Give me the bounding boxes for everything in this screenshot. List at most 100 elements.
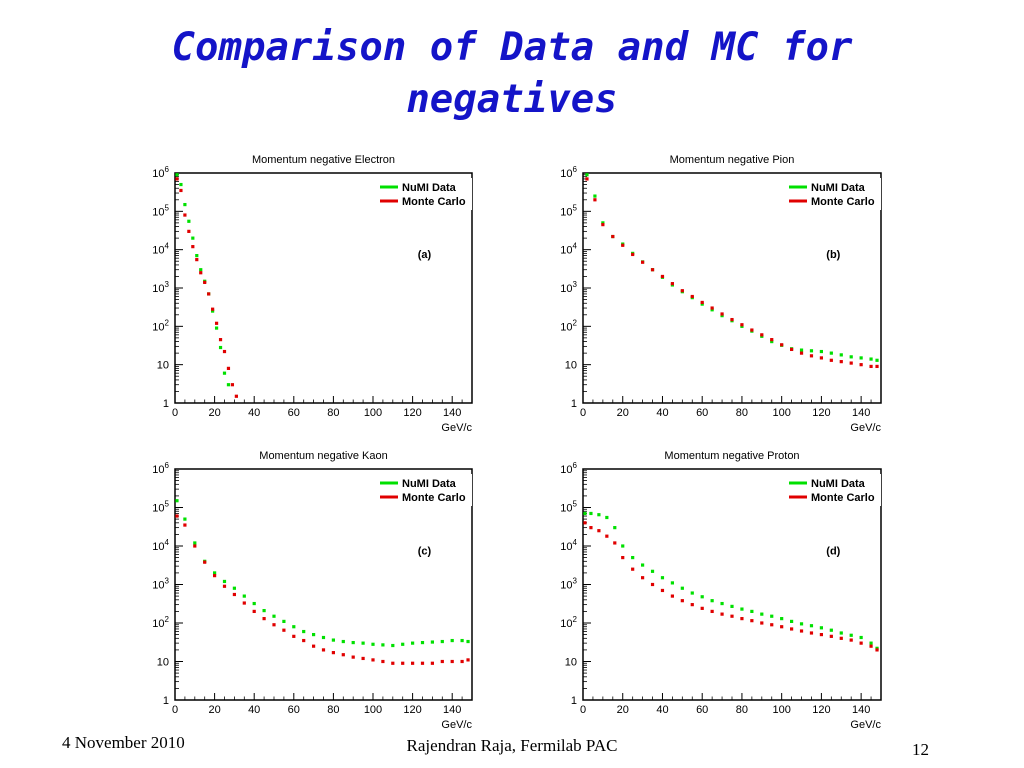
x-tick-label: 0 xyxy=(172,704,178,716)
data-point-mc xyxy=(466,658,470,662)
data-point-numi xyxy=(770,339,774,344)
data-point-mc xyxy=(809,354,814,358)
x-tick-label: 80 xyxy=(736,704,748,716)
x-tick-label: 100 xyxy=(772,407,790,419)
data-point-mc xyxy=(660,274,665,279)
data-point-mc xyxy=(760,333,764,337)
data-point-mc xyxy=(411,661,415,665)
data-point-numi xyxy=(292,625,296,629)
data-point-mc xyxy=(381,659,385,664)
data-point-mc xyxy=(740,323,744,327)
data-point-mc xyxy=(641,260,645,264)
data-point-mc xyxy=(351,655,355,659)
data-point-numi xyxy=(351,640,355,645)
data-point-numi xyxy=(222,371,227,375)
data-point-mc xyxy=(420,661,425,665)
data-point-numi xyxy=(760,612,764,616)
data-point-mc xyxy=(720,612,724,616)
x-tick-label: 60 xyxy=(696,704,708,716)
data-point-numi xyxy=(175,499,179,503)
data-point-mc xyxy=(641,576,645,580)
legend-box xyxy=(785,474,881,506)
data-point-numi xyxy=(430,640,434,644)
data-point-mc xyxy=(770,623,774,627)
data-point-numi xyxy=(179,182,183,187)
data-point-numi xyxy=(799,622,804,626)
data-point-mc xyxy=(650,268,655,272)
data-point-mc xyxy=(175,514,179,518)
data-point-numi xyxy=(321,635,326,640)
data-point-mc xyxy=(226,366,231,370)
y-tick-label: 104 xyxy=(560,538,577,553)
data-point-numi xyxy=(282,619,286,624)
data-point-numi xyxy=(641,563,645,567)
data-point-numi xyxy=(466,639,470,644)
data-point-mc xyxy=(631,567,635,571)
data-point-mc xyxy=(760,621,764,625)
data-point-mc xyxy=(262,617,266,621)
data-point-mc xyxy=(670,282,674,286)
data-point-numi xyxy=(226,383,231,387)
data-point-mc xyxy=(859,363,863,367)
x-tick-label: 0 xyxy=(580,704,586,716)
data-point-numi xyxy=(690,591,694,595)
data-point-numi xyxy=(819,626,823,630)
legend-label: NuMI Data xyxy=(811,478,866,490)
y-tick-label: 102 xyxy=(152,318,169,333)
page-number: 12 xyxy=(912,740,929,759)
y-tick-label: 106 xyxy=(152,461,169,476)
data-point-mc xyxy=(361,656,365,661)
data-point-numi xyxy=(302,629,306,634)
data-point-numi xyxy=(440,639,444,644)
data-point-mc xyxy=(183,213,187,217)
data-point-mc xyxy=(589,526,593,530)
x-tick-label: 40 xyxy=(248,704,260,716)
x-tick-label: 0 xyxy=(172,407,178,419)
data-point-mc xyxy=(790,627,794,631)
x-tick-label: 80 xyxy=(327,704,339,716)
data-point-numi xyxy=(420,640,425,645)
data-point-numi xyxy=(809,349,814,353)
x-tick-label: 140 xyxy=(443,704,461,716)
data-point-mc xyxy=(218,338,223,342)
data-point-mc xyxy=(750,328,754,332)
x-tick-label: 120 xyxy=(403,704,421,716)
data-point-numi xyxy=(597,513,601,517)
data-point-mc xyxy=(199,271,203,275)
legend-label: Monte Carlo xyxy=(811,492,875,504)
y-tick-label: 106 xyxy=(560,165,577,180)
data-point-numi xyxy=(859,635,863,640)
data-point-mc xyxy=(869,364,873,369)
data-point-mc xyxy=(611,234,615,239)
data-point-mc xyxy=(730,614,734,618)
data-point-numi xyxy=(183,517,187,521)
data-point-mc xyxy=(331,651,335,655)
legend-label: NuMI Data xyxy=(402,478,457,490)
data-point-mc xyxy=(605,534,609,538)
data-point-numi xyxy=(191,236,195,240)
data-point-mc xyxy=(875,648,879,652)
footer-author: Rajendran Raja, Fermilab PAC xyxy=(406,736,618,755)
y-tick-label: 1 xyxy=(163,695,169,707)
data-point-numi xyxy=(218,345,223,350)
data-point-mc xyxy=(819,356,823,360)
data-point-numi xyxy=(613,526,617,530)
legend-box xyxy=(376,178,472,210)
data-point-mc xyxy=(700,300,704,305)
y-tick-label: 105 xyxy=(560,500,577,515)
data-point-mc xyxy=(341,653,345,657)
data-point-mc xyxy=(770,338,774,342)
data-point-numi xyxy=(869,357,873,361)
data-point-mc xyxy=(230,383,235,387)
data-point-mc xyxy=(710,306,714,310)
chart-panel-3: Momentum negative Kaon 0 20 40 60 80 100 120 140… xyxy=(152,450,473,731)
x-tick-label: 80 xyxy=(327,407,339,419)
data-point-numi xyxy=(371,642,375,646)
y-tick-label: 103 xyxy=(560,577,577,592)
data-point-mc xyxy=(175,177,179,181)
data-point-mc xyxy=(214,321,219,325)
data-point-mc xyxy=(631,252,635,257)
data-point-numi xyxy=(341,639,345,644)
data-point-mc xyxy=(391,661,395,665)
